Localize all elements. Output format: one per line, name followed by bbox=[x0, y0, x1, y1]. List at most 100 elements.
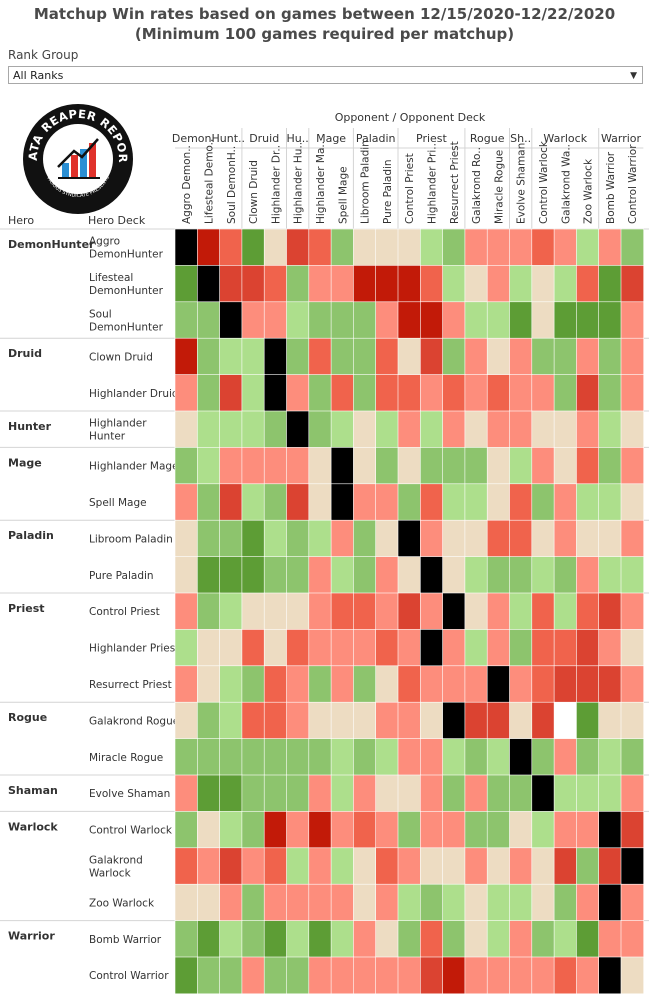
opponent-class-label: Sh.. bbox=[510, 132, 531, 145]
heatmap-cell bbox=[353, 228, 377, 267]
opponent-deck-label: Pure Paladin bbox=[382, 159, 394, 224]
heatmap-cell bbox=[464, 883, 488, 922]
heatmap-cell bbox=[598, 265, 622, 303]
heatmap-cell bbox=[531, 483, 555, 521]
heatmap-cell bbox=[509, 483, 533, 521]
heatmap-cell bbox=[197, 374, 221, 412]
heatmap-cell bbox=[197, 665, 221, 703]
heatmap-cell bbox=[219, 337, 243, 376]
heatmap-cell bbox=[531, 920, 555, 958]
heatmap-cell bbox=[598, 774, 622, 813]
opponent-deck-label: Highlander Pri.. bbox=[426, 143, 438, 224]
opponent-deck-label: Galakrond Wa.. bbox=[560, 144, 572, 224]
heatmap-cell bbox=[353, 774, 377, 813]
heatmap-cell bbox=[263, 337, 288, 376]
heatmap-cell bbox=[509, 774, 533, 813]
heatmap-cell bbox=[219, 956, 243, 995]
heatmap-cell bbox=[286, 701, 310, 740]
heatmap-cell bbox=[620, 301, 645, 339]
opponent-deck-label: Zoo Warlock bbox=[583, 158, 595, 224]
heatmap-cell bbox=[553, 337, 578, 376]
heatmap-cell bbox=[509, 301, 533, 339]
heatmap-cell bbox=[576, 265, 600, 303]
heatmap-cell bbox=[286, 956, 310, 995]
heatmap-cell bbox=[375, 265, 399, 303]
heatmap-cell bbox=[419, 265, 444, 303]
heatmap-cell bbox=[620, 629, 645, 667]
heatmap-cell bbox=[576, 447, 600, 485]
heatmap-cell bbox=[241, 265, 265, 303]
heatmap-cell bbox=[375, 592, 399, 631]
heatmap-cell bbox=[397, 592, 422, 631]
opponent-class-label: Warrior bbox=[601, 132, 642, 145]
heatmap-cell bbox=[286, 920, 310, 958]
heatmap-cell bbox=[442, 301, 466, 339]
heatmap-cell bbox=[219, 301, 243, 339]
heatmap-cell bbox=[174, 956, 199, 995]
heatmap-cell bbox=[263, 410, 288, 449]
heatmap-cell bbox=[174, 592, 199, 631]
heatmap-cell bbox=[509, 920, 533, 958]
heatmap-cell bbox=[286, 774, 310, 813]
heatmap-cell bbox=[419, 811, 444, 849]
heatmap-cell bbox=[576, 883, 600, 922]
heatmap-cell bbox=[330, 337, 355, 376]
heatmap-cell bbox=[553, 228, 578, 267]
heatmap-cell bbox=[509, 337, 533, 376]
heatmap-cell bbox=[174, 483, 199, 521]
heatmap-cell bbox=[174, 774, 199, 813]
heatmap-cell bbox=[241, 847, 265, 885]
heatmap-cell bbox=[219, 556, 243, 594]
heatmap-cell bbox=[442, 701, 466, 740]
heatmap-cell bbox=[219, 410, 243, 449]
heatmap-cell bbox=[531, 410, 555, 449]
heatmap-cell bbox=[174, 556, 199, 594]
heatmap-cell bbox=[531, 701, 555, 740]
opponent-axis-title: Opponent / Opponent Deck bbox=[334, 111, 486, 124]
hero-deck-label: DemonHunter bbox=[89, 249, 164, 261]
heatmap-cell bbox=[486, 301, 511, 339]
heatmap-cell bbox=[531, 883, 555, 922]
heatmap-cell bbox=[598, 228, 622, 267]
heatmap-cell bbox=[486, 519, 511, 558]
opponent-deck-label: Highlander Ma.. bbox=[315, 141, 327, 224]
heatmap-cell bbox=[330, 374, 355, 412]
heatmap-cell bbox=[620, 337, 645, 376]
heatmap-cell bbox=[397, 629, 422, 667]
rank-group-label: Rank Group bbox=[8, 48, 79, 62]
hero-deck-label: Control Warrior bbox=[89, 970, 169, 982]
heatmap-cell bbox=[197, 774, 221, 813]
heatmap-cell bbox=[308, 519, 332, 558]
heatmap-cell bbox=[263, 811, 288, 849]
heatmap-cell bbox=[397, 774, 422, 813]
heatmap-cell bbox=[576, 556, 600, 594]
heatmap-cell bbox=[263, 592, 288, 631]
heatmap-cell bbox=[219, 374, 243, 412]
heatmap-cell bbox=[620, 847, 645, 885]
opponent-deck-label: Miracle Rogue bbox=[493, 150, 505, 224]
heatmap-cell bbox=[486, 228, 511, 267]
heatmap-cell bbox=[353, 337, 377, 376]
heatmap-cell bbox=[286, 519, 310, 558]
heatmap-cell bbox=[598, 410, 622, 449]
heatmap-cell bbox=[486, 483, 511, 521]
heatmap-cell bbox=[353, 665, 377, 703]
heatmap-cell bbox=[197, 519, 221, 558]
heatmap-cell bbox=[308, 265, 332, 303]
heatmap-cell bbox=[620, 883, 645, 922]
heatmap-cell bbox=[464, 228, 488, 267]
heatmap-cell bbox=[219, 847, 243, 885]
heatmap-cell bbox=[464, 483, 488, 521]
heatmap-cell bbox=[509, 556, 533, 594]
hero-deck-label: Spell Mage bbox=[89, 497, 147, 509]
rank-group-dropdown[interactable]: All Ranks ▼ bbox=[8, 66, 643, 84]
heatmap-cell bbox=[553, 920, 578, 958]
heatmap-cell bbox=[620, 447, 645, 485]
heatmap-cell bbox=[576, 956, 600, 995]
heatmap-cell bbox=[464, 665, 488, 703]
heatmap-cell bbox=[419, 774, 444, 813]
heatmap-cell bbox=[486, 956, 511, 995]
heatmap-cell bbox=[353, 956, 377, 995]
heatmap-cell bbox=[330, 774, 355, 813]
heatmap-cell bbox=[576, 301, 600, 339]
